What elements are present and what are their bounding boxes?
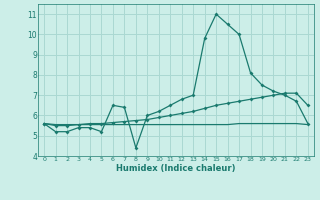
X-axis label: Humidex (Indice chaleur): Humidex (Indice chaleur) bbox=[116, 164, 236, 173]
